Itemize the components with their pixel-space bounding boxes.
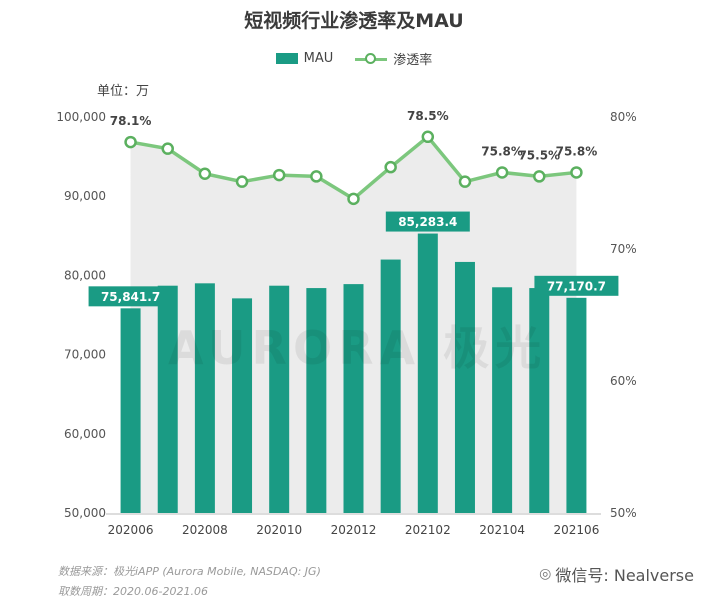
mau-bar-202105	[529, 288, 550, 513]
watermark-logo: AURORA 极光	[168, 321, 548, 375]
mau-bar-202010	[269, 285, 290, 513]
mau-label-box	[88, 286, 173, 307]
mau-bar-202106	[566, 297, 587, 513]
penetration-label: 78.1%	[110, 114, 152, 128]
penetration-point-202009	[235, 175, 249, 188]
chart-title: 短视频行业渗透率及MAU	[244, 10, 464, 32]
mau-label-box	[534, 275, 619, 296]
x-tick-label: 202106	[554, 523, 600, 537]
legend-label-penetration: 渗透率	[393, 53, 433, 68]
penetration-point-202008	[198, 167, 212, 181]
x-tick-label: 202008	[182, 523, 228, 537]
y-right-tick-label: 60%	[610, 374, 637, 388]
x-tick-label: 202006	[108, 523, 154, 537]
wechat-account: ◎ 微信号: Nealverse	[539, 562, 694, 586]
x-tick-label: 202012	[331, 523, 377, 537]
wechat-icon: ◎	[539, 566, 552, 582]
penetration-label: 78.5%	[407, 109, 449, 123]
mau-bar-202102	[417, 233, 438, 513]
y-left-tick-label: 80,000	[64, 268, 106, 282]
legend-bar-swatch	[275, 53, 298, 64]
penetration-point-202105	[533, 170, 546, 183]
penetration-label: 75.5%	[518, 148, 560, 162]
mau-bar-202012	[343, 284, 364, 513]
penetration-point-202006	[124, 135, 137, 149]
mau-bar-202103	[454, 261, 475, 513]
penetration-point-202007	[161, 142, 174, 155]
y-right-tick-label: 80%	[610, 110, 637, 124]
mau-bar-202009	[232, 298, 253, 513]
wechat-text: 微信号: Nealverse	[555, 566, 694, 585]
mau-bar-202101	[380, 259, 401, 513]
period-note: 取数周期：2020.06-2021.06	[58, 585, 208, 598]
legend-line-swatch	[355, 52, 388, 65]
penetration-point-202102	[421, 130, 435, 144]
y-left-tick-label: 90,000	[64, 189, 106, 203]
y-left-tick-label: 70,000	[64, 348, 106, 362]
x-tick-label: 202102	[405, 523, 451, 537]
y-left-tick-label: 100,000	[56, 110, 106, 124]
penetration-point-202106	[570, 166, 583, 179]
mau-bar-202006	[120, 308, 141, 513]
x-tick-label: 202010	[256, 523, 302, 537]
penetration-point-202101	[384, 160, 397, 174]
mau-bar-202011	[306, 288, 327, 513]
penetration-label: 75.8%	[481, 144, 523, 158]
mau-label: 77,170.7	[547, 279, 606, 293]
y-left-tick-label: 60,000	[64, 427, 106, 441]
mau-label: 75,841.7	[101, 290, 160, 304]
penetration-point-202012	[347, 192, 360, 206]
y-left-tick-label: 50,000	[64, 506, 106, 520]
mau-label-box	[385, 211, 470, 232]
y-right-tick-label: 70%	[610, 242, 637, 256]
legend-item-mau: MAU	[275, 51, 334, 66]
source-note: 数据来源：极光iAPP (Aurora Mobile, NASDAQ: JG)	[58, 565, 321, 578]
unit-label: 单位：万	[97, 84, 150, 99]
mau-bar-202007	[157, 285, 178, 513]
x-tick-label: 202104	[479, 523, 525, 537]
mau-bar-202008	[194, 283, 215, 513]
penetration-label: 75.8%	[556, 144, 598, 158]
chart-legend: MAU 渗透率	[0, 49, 708, 68]
penetration-point-202011	[310, 170, 323, 183]
y-right-tick-label: 50%	[610, 506, 637, 520]
mau-bar-202104	[492, 287, 513, 513]
legend-item-penetration: 渗透率	[355, 49, 432, 68]
penetration-point-202103	[458, 175, 472, 188]
mau-label: 85,283.4	[398, 215, 457, 229]
penetration-point-202010	[272, 168, 286, 182]
legend-label-mau: MAU	[303, 51, 334, 66]
penetration-point-202104	[495, 166, 509, 179]
